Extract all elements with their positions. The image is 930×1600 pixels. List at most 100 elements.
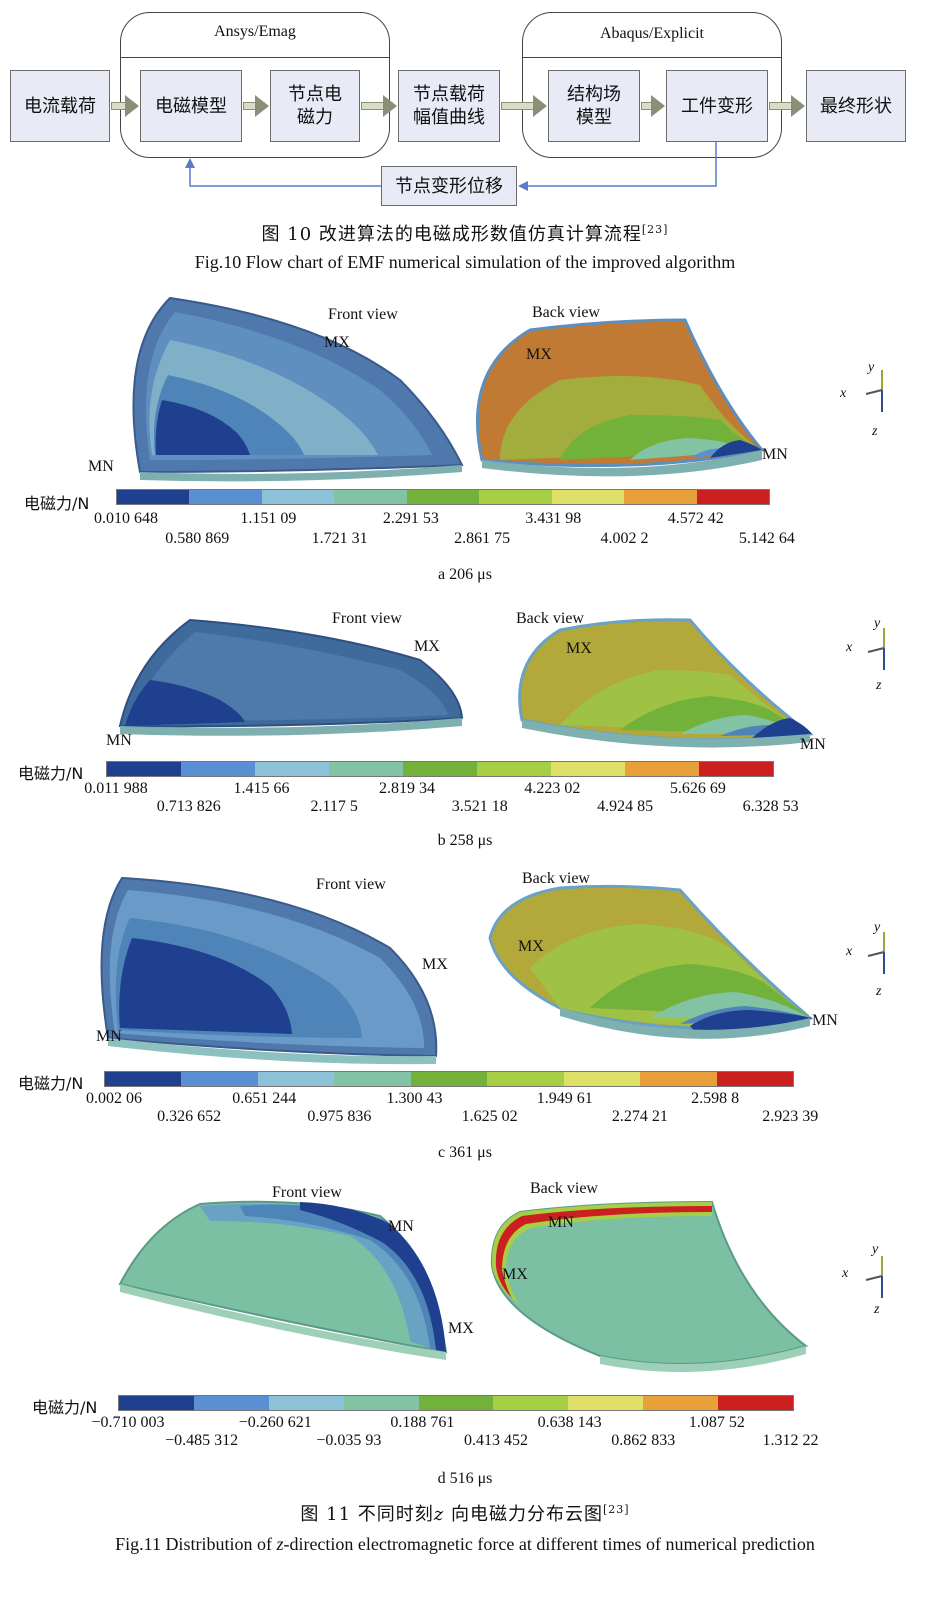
panel-c: Front view Back view MX MX MN MN y x z 电… — [0, 868, 930, 1168]
box-node-displacement-label: 节点变形位移 — [395, 175, 503, 197]
fig10-caption-en: Fig.10 Flow chart of EMF numerical simul… — [194, 252, 736, 272]
panel-caption-b: b 258 μs — [437, 832, 493, 849]
axis-x-label-d: x — [842, 1266, 849, 1281]
colorbar-tick-label: 1.087 52 — [688, 1414, 745, 1431]
axis-x-label-a: x — [840, 386, 847, 401]
colorbar-tick-label: 3.431 98 — [525, 510, 582, 527]
colorbar-segment — [334, 490, 407, 504]
axis-z-label-c: z — [876, 984, 882, 999]
colorbar-tick-label: 0.713 826 — [156, 798, 221, 815]
colorbar-tick-label: 1.312 22 — [762, 1432, 819, 1449]
colorbar-segment — [716, 1072, 793, 1086]
colorbar-title-b: 电磁力/N — [18, 764, 84, 783]
colorbar-segment — [551, 490, 625, 504]
axis-triad-icon-d — [865, 1256, 883, 1298]
colorbar-tick-label: 1.949 61 — [536, 1090, 593, 1107]
fig11-caption-cn: 图 11 不同时刻z 向电磁力分布云图[23] — [0, 1500, 930, 1526]
arrow-4 — [501, 95, 547, 117]
arrow-3 — [361, 95, 397, 117]
colorbar-segment — [640, 1072, 717, 1086]
box-workpiece-deform: 工件变形 — [666, 70, 768, 142]
box-current-load-label: 电流载荷 — [24, 95, 96, 117]
mx-marker-d-back: MX — [502, 1266, 528, 1283]
box-final-shape: 最终形状 — [806, 70, 906, 142]
colorbar-segment — [643, 1396, 719, 1410]
box-node-load-curve: 节点载荷 幅值曲线 — [398, 70, 500, 142]
colorbar-title-a: 电磁力/N — [24, 494, 90, 513]
colorbar-segment — [418, 1396, 494, 1410]
colorbar-segment — [568, 1396, 644, 1410]
colorbar-tick-label: 0.188 761 — [390, 1414, 455, 1431]
fig11-caption-en-z: z — [276, 1534, 284, 1554]
axis-z-label-b: z — [876, 678, 882, 693]
mx-marker-c-back: MX — [518, 938, 544, 955]
colorbar-tick-label: 0.651 244 — [232, 1090, 297, 1107]
colorbar-tick-label: 0.002 06 — [86, 1090, 142, 1107]
colorbar-segment — [105, 1072, 182, 1086]
axis-x-label-b: x — [846, 640, 853, 655]
back-view-shell-a — [475, 318, 765, 477]
colorbar-tick-label: 2.861 75 — [454, 530, 511, 547]
arrow-1 — [111, 95, 139, 117]
mn-marker-b-front: MN — [106, 732, 132, 749]
colorbar-segment — [329, 762, 403, 776]
colorbar-segment — [696, 490, 769, 504]
colorbar-segment — [403, 762, 477, 776]
colorbar-segment — [343, 1396, 419, 1410]
colorbar-c — [104, 1071, 794, 1087]
mx-marker-c-front: MX — [422, 956, 448, 973]
colorbar-tick-label: 2.117 5 — [310, 798, 358, 815]
box-node-em-force: 节点电 磁力 — [270, 70, 360, 142]
front-view-shell-d — [118, 1200, 448, 1360]
fig10-caption-cn-text: 图 10 改进算法的电磁成形数值仿真计算流程 — [261, 224, 642, 245]
colorbar-segment — [493, 1396, 569, 1410]
panel-caption-a: a 206 μs — [438, 566, 492, 583]
colorbar-segment — [334, 1072, 411, 1086]
colorbar-tick-label: 4.572 42 — [667, 510, 724, 527]
box-current-load: 电流载荷 — [10, 70, 110, 142]
axis-triad-icon-a — [865, 370, 883, 412]
flow-chart: Ansys/Emag Abaqus/Explicit 电流载荷 电磁模型 节点电… — [0, 0, 930, 212]
panel-b: Front view Back view MX MX MN MN y x z 电… — [0, 600, 930, 860]
front-view-shell-b — [118, 618, 464, 736]
colorbar-tick-label: 0.010 648 — [94, 510, 158, 527]
mx-marker-b-back: MX — [566, 640, 592, 657]
colorbar-tick-label: 0.862 833 — [611, 1432, 676, 1449]
colorbar-d — [118, 1395, 794, 1411]
fig11-caption-cn-z: z — [433, 1504, 445, 1525]
box-structure-model-line1: 结构场 — [567, 84, 621, 105]
panel-caption-c: c 361 μs — [438, 1144, 492, 1161]
colorbar-segment — [257, 1072, 335, 1086]
mx-marker-a-front: MX — [324, 334, 350, 351]
colorbar-tick-label: 5.626 69 — [669, 780, 726, 797]
ansys-emag-title: Ansys/Emag — [214, 23, 296, 40]
box-node-em-force-line1: 节点电 — [288, 84, 342, 105]
colorbar-segment — [119, 1396, 194, 1410]
box-final-shape-label: 最终形状 — [820, 95, 892, 117]
axis-y-label-d: y — [872, 1242, 879, 1257]
colorbar-tick-label: 4.002 2 — [600, 530, 649, 547]
fig11-caption-en-prefix: Fig.11 Distribution of — [115, 1534, 277, 1554]
front-view-label-d: Front view — [272, 1184, 342, 1201]
colorbar-tick-label: −0.485 312 — [165, 1432, 239, 1449]
mn-marker-b-back: MN — [800, 736, 826, 753]
colorbar-tick-label: 3.521 18 — [451, 798, 508, 815]
fig10-caption-ref: [23] — [641, 223, 669, 236]
mx-marker-b-front: MX — [414, 638, 440, 655]
colorbar-tick-label: 1.151 09 — [240, 510, 297, 527]
colorbar-segment — [181, 762, 255, 776]
colorbar-segment — [406, 490, 480, 504]
colorbar-tick-label: 1.721 31 — [311, 530, 368, 547]
front-view-shell-c — [100, 876, 438, 1065]
fig11-caption-ref: [23] — [602, 1503, 630, 1516]
colorbar-segment — [625, 762, 699, 776]
colorbar-tick-label: 5.142 64 — [738, 530, 795, 547]
colorbar-segment — [189, 490, 262, 504]
back-view-label-d: Back view — [530, 1180, 598, 1197]
colorbar-segment — [624, 490, 697, 504]
colorbar-segment — [181, 1072, 258, 1086]
colorbar-tick-label: 0.413 452 — [464, 1432, 529, 1449]
mn-marker-c-front: MN — [96, 1028, 122, 1045]
mn-marker-c-back: MN — [812, 1012, 838, 1029]
mn-marker-a-back: MN — [762, 446, 788, 463]
